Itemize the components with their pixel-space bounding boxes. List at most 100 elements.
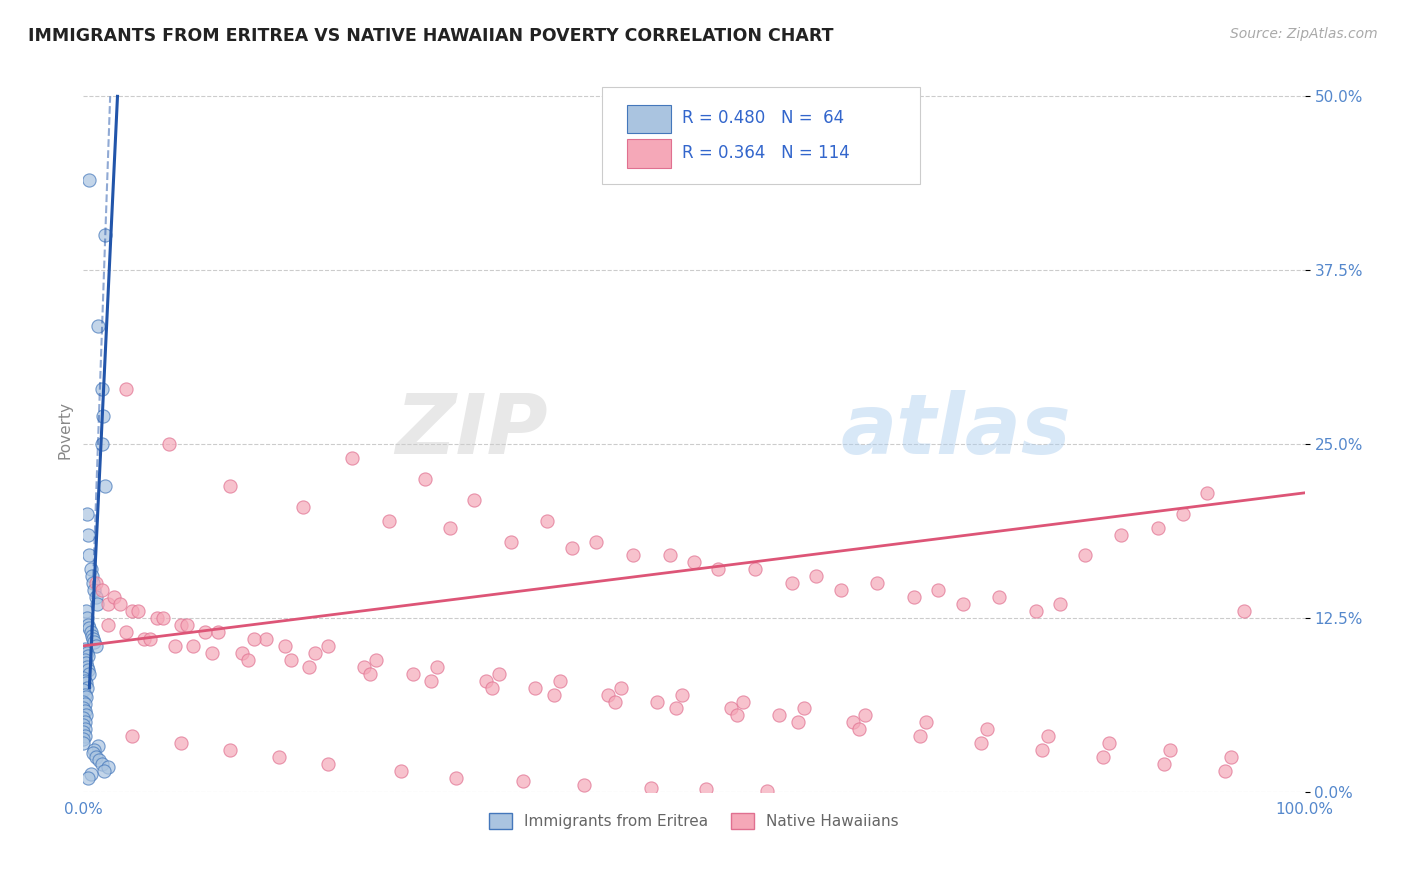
Point bbox=[488, 666, 510, 681]
Point bbox=[292, 500, 315, 514]
Point bbox=[463, 492, 485, 507]
Point bbox=[90, 382, 112, 396]
Point bbox=[84, 576, 107, 591]
Point bbox=[77, 663, 100, 677]
Point bbox=[1092, 750, 1115, 764]
Point bbox=[72, 683, 94, 698]
Point bbox=[73, 698, 96, 712]
Point bbox=[90, 583, 112, 598]
Point bbox=[640, 780, 662, 795]
Point bbox=[298, 659, 321, 673]
Point bbox=[79, 621, 101, 635]
Point bbox=[256, 632, 278, 646]
Point bbox=[152, 611, 174, 625]
Point bbox=[499, 534, 522, 549]
Point bbox=[444, 771, 467, 785]
Point bbox=[76, 659, 98, 673]
Legend: Immigrants from Eritrea, Native Hawaiians: Immigrants from Eritrea, Native Hawaiian… bbox=[482, 806, 905, 835]
Text: Source: ZipAtlas.com: Source: ZipAtlas.com bbox=[1230, 27, 1378, 41]
Point bbox=[72, 718, 94, 732]
FancyBboxPatch shape bbox=[602, 87, 920, 185]
Point bbox=[75, 644, 97, 658]
Point bbox=[1232, 604, 1254, 618]
Point bbox=[83, 743, 105, 757]
Point bbox=[1074, 549, 1097, 563]
Point bbox=[377, 514, 399, 528]
Point bbox=[77, 771, 100, 785]
Point bbox=[72, 701, 94, 715]
Point bbox=[695, 782, 717, 797]
Point bbox=[84, 750, 107, 764]
Point bbox=[359, 666, 381, 681]
Point bbox=[231, 646, 253, 660]
Text: R = 0.480   N =  64: R = 0.480 N = 64 bbox=[682, 109, 844, 127]
Point bbox=[780, 576, 803, 591]
Point bbox=[72, 736, 94, 750]
Point bbox=[853, 708, 876, 723]
Text: ZIP: ZIP bbox=[395, 390, 547, 471]
Point bbox=[744, 562, 766, 576]
Point bbox=[793, 701, 815, 715]
Point bbox=[1153, 757, 1175, 772]
Point bbox=[207, 624, 229, 639]
Point bbox=[176, 618, 198, 632]
Point bbox=[121, 729, 143, 743]
Point bbox=[75, 708, 97, 723]
Point bbox=[842, 715, 865, 730]
Point bbox=[804, 569, 827, 583]
Point bbox=[280, 653, 302, 667]
Point bbox=[103, 590, 125, 604]
Text: R = 0.364   N = 114: R = 0.364 N = 114 bbox=[682, 145, 849, 162]
Point bbox=[82, 576, 104, 591]
Point bbox=[340, 451, 363, 466]
Point bbox=[89, 753, 111, 767]
Point bbox=[84, 590, 107, 604]
Point bbox=[512, 773, 534, 788]
Point bbox=[94, 228, 117, 243]
Point bbox=[1111, 527, 1133, 541]
Point bbox=[647, 694, 669, 708]
Point bbox=[389, 764, 412, 778]
Point bbox=[1025, 604, 1047, 618]
Point bbox=[72, 732, 94, 747]
Point bbox=[73, 729, 96, 743]
Point bbox=[402, 666, 425, 681]
Point bbox=[72, 694, 94, 708]
Point bbox=[93, 764, 115, 778]
Point bbox=[170, 736, 193, 750]
Point bbox=[830, 583, 852, 598]
Point bbox=[87, 318, 110, 333]
Point bbox=[87, 739, 110, 753]
Point bbox=[75, 690, 97, 705]
Point bbox=[1049, 597, 1071, 611]
Point bbox=[420, 673, 443, 688]
Point bbox=[77, 648, 100, 663]
Point bbox=[82, 632, 104, 646]
Point bbox=[115, 382, 138, 396]
Point bbox=[786, 715, 808, 730]
Point bbox=[988, 590, 1011, 604]
Point bbox=[80, 629, 103, 643]
Point bbox=[548, 673, 571, 688]
Point bbox=[274, 639, 297, 653]
Point bbox=[707, 562, 730, 576]
Point bbox=[72, 671, 94, 685]
Point bbox=[665, 701, 688, 715]
Point bbox=[768, 708, 790, 723]
Point bbox=[585, 534, 607, 549]
Y-axis label: Poverty: Poverty bbox=[58, 401, 72, 459]
Point bbox=[1159, 743, 1181, 757]
Point bbox=[157, 437, 180, 451]
Point bbox=[572, 778, 595, 792]
Point bbox=[73, 653, 96, 667]
Point bbox=[243, 632, 266, 646]
Point bbox=[90, 437, 112, 451]
Point bbox=[121, 604, 143, 618]
Point bbox=[353, 659, 375, 673]
Point bbox=[73, 715, 96, 730]
Point bbox=[97, 618, 120, 632]
Point bbox=[97, 597, 120, 611]
Point bbox=[170, 618, 193, 632]
Point bbox=[976, 723, 998, 737]
Point bbox=[267, 750, 290, 764]
